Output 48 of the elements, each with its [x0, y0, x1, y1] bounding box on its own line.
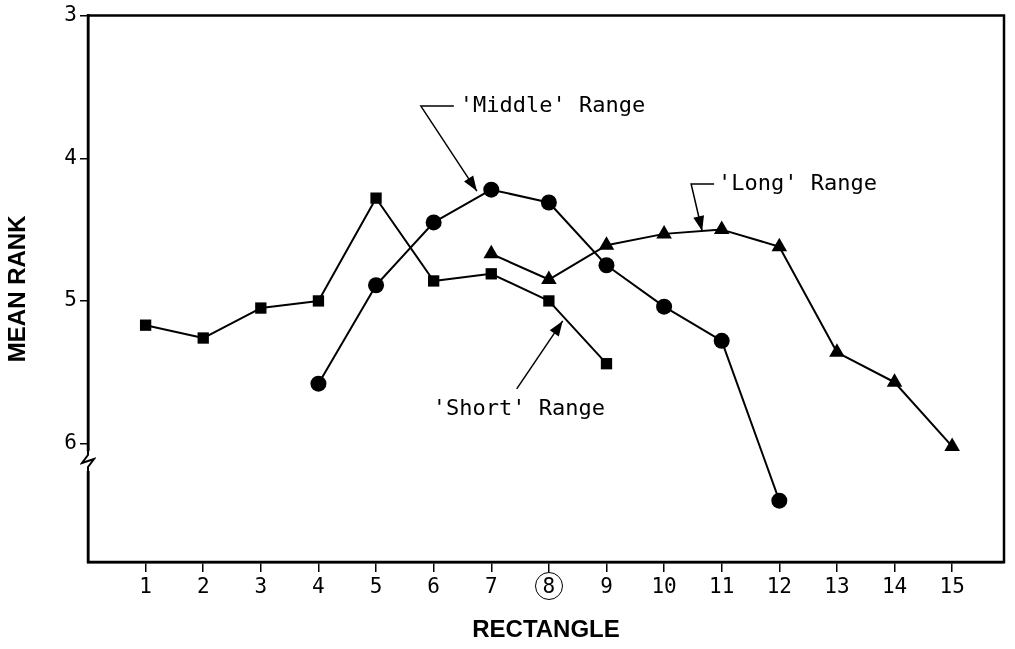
point: [713, 220, 730, 235]
x-tick-label: 6: [427, 574, 440, 599]
point: [598, 257, 615, 274]
point: [600, 358, 613, 370]
point: [543, 295, 555, 307]
point: [656, 224, 672, 239]
point: [139, 319, 152, 331]
point: [541, 270, 557, 285]
annotation: 'Middle' Range: [459, 91, 646, 117]
y-tick-label: 3: [64, 2, 77, 27]
x-tick-label: 11: [709, 574, 735, 599]
point: [368, 277, 385, 294]
point: [540, 194, 557, 211]
point: [598, 236, 615, 250]
annotation: 'Long' Range: [718, 169, 878, 195]
x-tick-label: 13: [824, 574, 850, 599]
x-tick-label: 9: [600, 574, 613, 599]
y-axis-title: MEAN RANK: [3, 214, 31, 363]
point: [713, 332, 730, 349]
point: [370, 192, 382, 204]
x-tick-label: 5: [369, 574, 383, 599]
point: [197, 332, 209, 344]
x-tick-label: 2: [196, 574, 210, 599]
point: [771, 492, 788, 509]
point: [312, 295, 325, 307]
y-tick-label: 6: [64, 430, 77, 455]
point: [656, 298, 673, 315]
point: [425, 214, 442, 231]
point: [428, 275, 440, 287]
x-tick-label: 8: [542, 574, 556, 599]
y-tick-label: 5: [64, 287, 77, 312]
point: [771, 237, 788, 252]
x-tick-label: 4: [312, 574, 325, 599]
x-tick-label: 7: [484, 574, 498, 599]
x-tick-label: 10: [651, 574, 677, 599]
point: [483, 244, 500, 259]
point: [485, 268, 497, 280]
point: [310, 375, 327, 392]
x-tick-label: 14: [881, 574, 908, 599]
x-tick-label: 1: [139, 574, 152, 599]
annotation: 'Short' Range: [432, 394, 605, 420]
point: [483, 181, 500, 198]
point: [255, 302, 267, 314]
x-tick-label: 3: [254, 574, 268, 599]
x-tick-label: 15: [939, 574, 965, 599]
x-axis-title: RECTANGLE: [472, 615, 620, 643]
x-tick-label: 12: [766, 574, 792, 599]
y-tick-label: 4: [64, 144, 77, 169]
